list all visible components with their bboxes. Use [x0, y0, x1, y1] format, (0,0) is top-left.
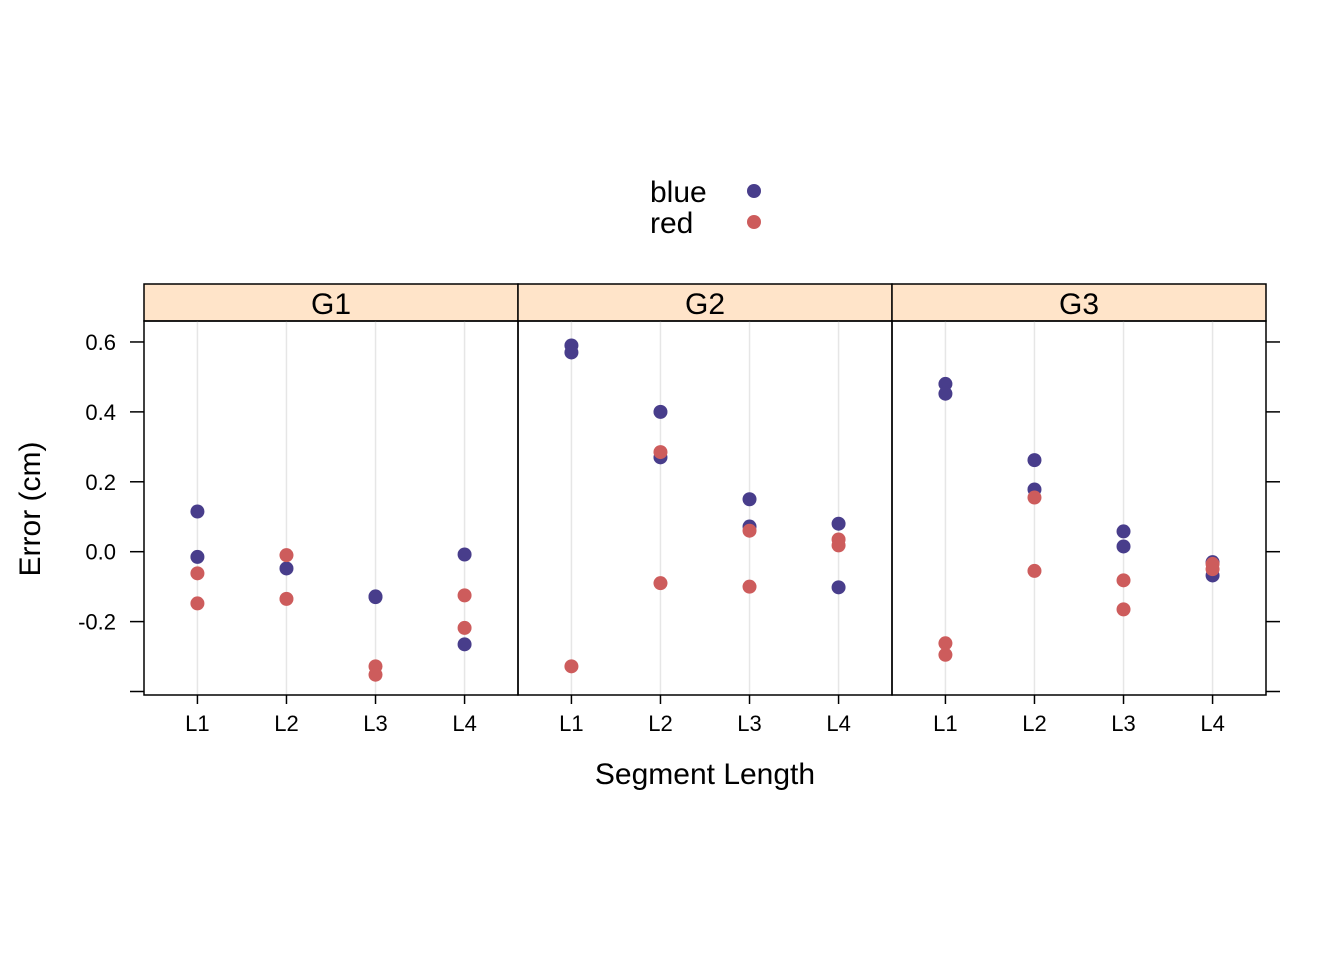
- panel-G1: G1: [143, 283, 519, 696]
- point-G1-blue-L1: [190, 549, 205, 564]
- x-tick-label: L4: [1200, 711, 1224, 736]
- legend-label-red: red: [650, 207, 693, 240]
- point-G3-red-L3: [1116, 602, 1131, 617]
- x-tick-label: L2: [274, 711, 298, 736]
- point-G1-blue-L4: [457, 547, 472, 562]
- point-G1-blue-L2: [279, 561, 294, 576]
- point-G1-red-L2: [279, 548, 294, 563]
- strip-label-G2: G2: [685, 288, 725, 321]
- point-G2-red-L4: [831, 538, 846, 553]
- panel-border-G2: [517, 320, 893, 696]
- point-G1-red-L1: [190, 596, 205, 611]
- point-G2-red-L3: [742, 579, 757, 594]
- point-G2-blue-L1: [564, 345, 579, 360]
- y-axis-title: Error (cm): [14, 442, 47, 577]
- legend-label-blue: blue: [650, 176, 707, 209]
- strip-label-G3: G3: [1059, 288, 1099, 321]
- legend-marker-blue: [747, 184, 761, 198]
- point-G3-blue-L1: [938, 386, 953, 401]
- point-G1-red-L4: [457, 588, 472, 603]
- point-G3-blue-L1: [938, 376, 953, 391]
- point-G1-red-L2: [279, 591, 294, 606]
- x-tick-label: L4: [826, 711, 850, 736]
- x-tick-label: L3: [737, 711, 761, 736]
- y-tick-label: -0.2: [78, 610, 116, 635]
- point-G1-blue-L1: [190, 504, 205, 519]
- point-G3-red-L3: [1116, 573, 1131, 588]
- point-G1-red-L1: [190, 566, 205, 581]
- point-G2-blue-L4: [831, 516, 846, 531]
- strip-G3: [891, 283, 1267, 322]
- point-G3-red-L2: [1027, 563, 1042, 578]
- point-G2-red-L2: [653, 576, 668, 591]
- point-G3-red-L1: [938, 647, 953, 662]
- x-tick-label: L4: [452, 711, 476, 736]
- point-G3-blue-L2: [1027, 453, 1042, 468]
- panel-border-G3: [891, 320, 1267, 696]
- point-G2-blue-L3: [742, 492, 757, 507]
- point-G3-blue-L3: [1116, 524, 1131, 539]
- point-G2-red-L3: [742, 523, 757, 538]
- panels: G1 G2 G3: [143, 283, 1267, 696]
- panel-G2: G2: [517, 283, 893, 696]
- point-G1-red-L4: [457, 620, 472, 635]
- point-G2-red-L1: [564, 659, 579, 674]
- y-tick-label: 0.4: [85, 400, 116, 425]
- point-G2-blue-L2: [653, 404, 668, 419]
- point-G1-red-L3: [368, 667, 383, 682]
- x-tick-label: L3: [363, 711, 387, 736]
- x-tick-label: L2: [648, 711, 672, 736]
- y-tick-label: 0.6: [85, 330, 116, 355]
- legend-marker-red: [747, 215, 761, 229]
- y-axis: -0.2 0.0 0.2 0.4 0.6: [78, 330, 1280, 693]
- point-G3-blue-L3: [1116, 539, 1131, 554]
- point-G2-red-L2: [653, 445, 668, 460]
- point-G2-blue-L4: [831, 580, 846, 595]
- strip-G1: [143, 283, 519, 322]
- x-tick-label: L2: [1022, 711, 1046, 736]
- x-tick-label: L1: [559, 711, 583, 736]
- point-G3-red-L2: [1027, 490, 1042, 505]
- point-G3-red-L4: [1205, 562, 1220, 577]
- point-G3-red-L1: [938, 636, 953, 651]
- point-G1-blue-L3: [368, 590, 383, 605]
- y-tick-label: 0.2: [85, 470, 116, 495]
- x-axis: L1 L2 L3 L4 L1 L2 L3 L4 L1 L2 L3 L4: [185, 695, 1225, 736]
- strip-label-G1: G1: [311, 288, 351, 321]
- x-axis-title: Segment Length: [595, 758, 815, 791]
- point-G1-blue-L4: [457, 637, 472, 652]
- x-tick-label: L1: [185, 711, 209, 736]
- x-tick-label: L1: [933, 711, 957, 736]
- y-tick-label: 0.0: [85, 540, 116, 565]
- panel-G3: G3: [891, 283, 1267, 696]
- x-tick-label: L3: [1111, 711, 1135, 736]
